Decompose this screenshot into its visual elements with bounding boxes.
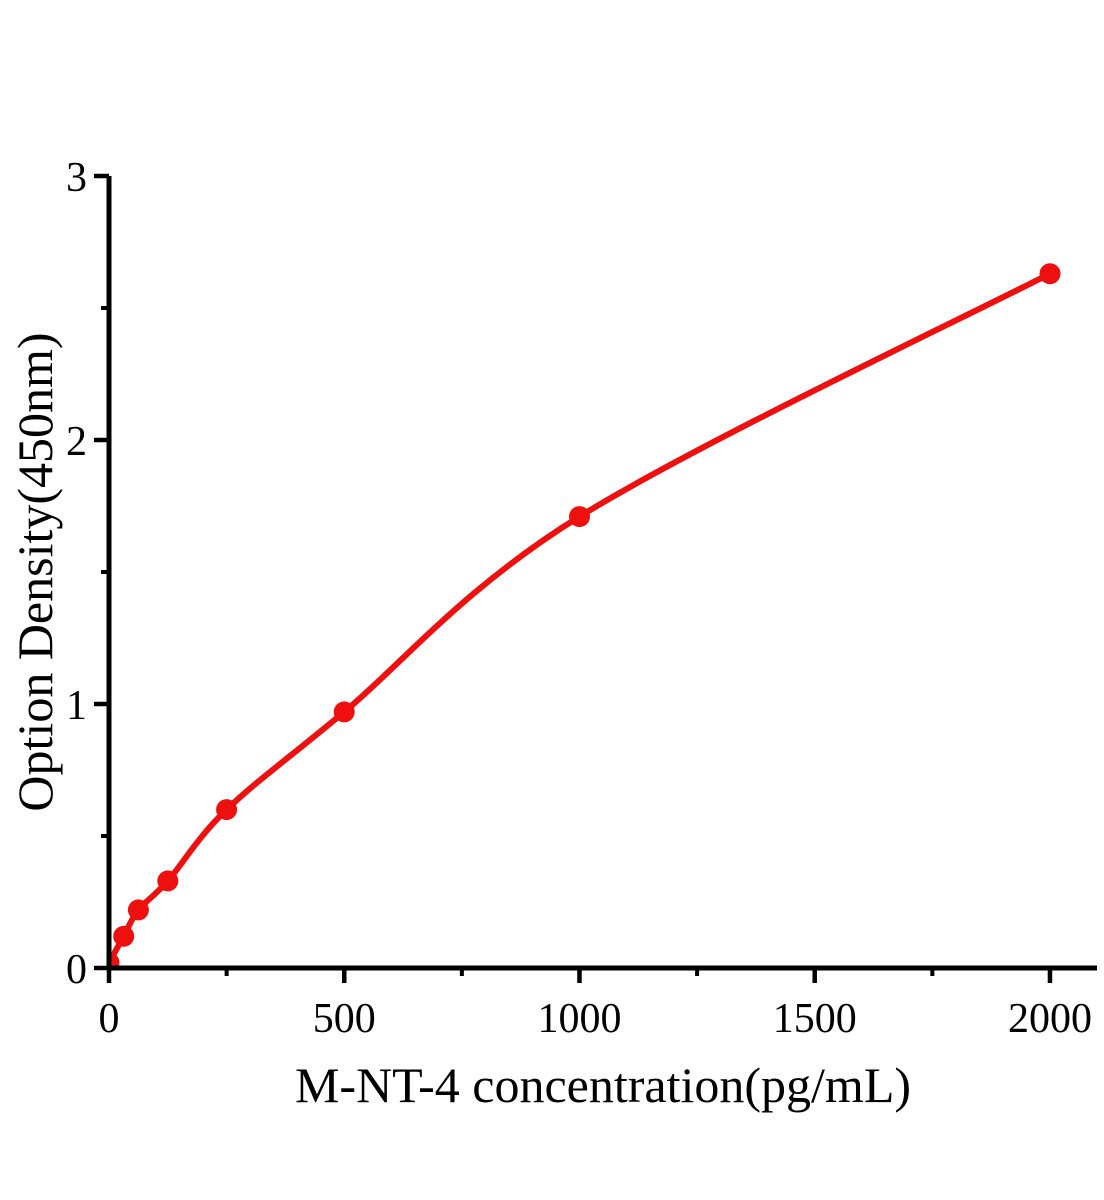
y-tick-label: 1 [66, 683, 87, 729]
data-point [1039, 263, 1061, 285]
x-tick-label: 1000 [537, 996, 621, 1042]
x-tick-label: 2000 [1008, 996, 1092, 1042]
data-point [127, 899, 149, 921]
y-tick-label: 2 [66, 419, 87, 465]
x-tick-label: 1500 [773, 996, 857, 1042]
data-series [109, 263, 1061, 968]
axes [106, 176, 1097, 971]
data-point [157, 870, 179, 892]
y-axis-title: Option Density(450nm) [7, 332, 63, 811]
tick-labels: 0 500 1000 1500 2000 0 1 2 3 [66, 155, 1092, 1042]
data-point [216, 799, 238, 821]
data-point [113, 925, 135, 947]
y-tick-label: 3 [66, 155, 87, 201]
axis-ticks [94, 173, 1053, 983]
fit-curve [109, 270, 1053, 966]
data-point [333, 701, 355, 723]
data-point [569, 506, 590, 528]
y-tick-label: 0 [66, 947, 87, 993]
x-tick-label: 500 [313, 996, 376, 1042]
x-axis-title: M-NT-4 concentration(pg/mL) [295, 1057, 911, 1113]
x-tick-label: 0 [99, 996, 120, 1042]
data-point [109, 952, 120, 968]
